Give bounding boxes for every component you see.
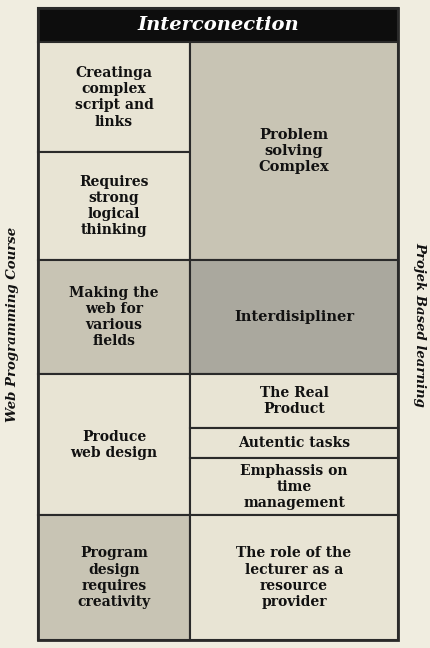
Bar: [190, 260, 398, 375]
Text: Interdisipliner: Interdisipliner: [234, 310, 354, 324]
Bar: [190, 458, 398, 515]
Text: Problem
solving
Complex: Problem solving Complex: [258, 128, 329, 174]
Text: Emphassis on
time
management: Emphassis on time management: [240, 463, 348, 510]
Text: Program
design
requires
creativity: Program design requires creativity: [77, 546, 150, 609]
Bar: [190, 375, 398, 428]
Bar: [190, 515, 398, 640]
Text: Interconection: Interconection: [137, 16, 299, 34]
Text: Requires
strong
logical
thinking: Requires strong logical thinking: [79, 175, 149, 237]
Bar: [38, 515, 190, 640]
Bar: [190, 42, 398, 260]
Text: The Real
Product: The Real Product: [260, 386, 329, 417]
Text: Making the
web for
various
fields: Making the web for various fields: [69, 286, 159, 348]
Text: Creatinga
complex
script and
links: Creatinga complex script and links: [74, 66, 154, 128]
Bar: [38, 375, 190, 515]
Bar: [38, 8, 398, 42]
Bar: [38, 42, 190, 152]
Text: Projek Based learning: Projek Based learning: [414, 242, 427, 406]
Bar: [190, 428, 398, 458]
Text: Produce
web design: Produce web design: [71, 430, 157, 460]
Text: Web Programming Course: Web Programming Course: [6, 226, 19, 422]
Bar: [38, 260, 190, 375]
Bar: [38, 8, 398, 640]
Text: Autentic tasks: Autentic tasks: [238, 436, 350, 450]
Text: The role of the
lecturer as a
resource
provider: The role of the lecturer as a resource p…: [237, 546, 352, 609]
Bar: [38, 152, 190, 260]
